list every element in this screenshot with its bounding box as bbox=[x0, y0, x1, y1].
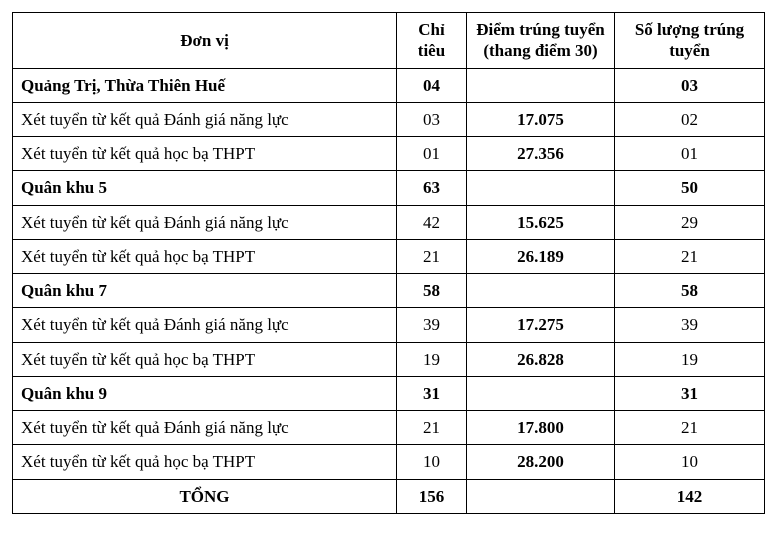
header-diem: Điểm trúng tuyển (thang điểm 30) bbox=[467, 13, 615, 69]
table-row: TỔNG156 142 bbox=[13, 479, 765, 513]
table-row: Quân khu 75858 bbox=[13, 274, 765, 308]
cell-soluong: 03 bbox=[615, 68, 765, 102]
cell-donvi: Quân khu 5 bbox=[13, 171, 397, 205]
cell-donvi: Quân khu 7 bbox=[13, 274, 397, 308]
cell-diem: 27.356 bbox=[467, 137, 615, 171]
cell-diem: 26.828 bbox=[467, 342, 615, 376]
table-row: Xét tuyển từ kết quả học bạ THPT0127.356… bbox=[13, 137, 765, 171]
cell-donvi: TỔNG bbox=[13, 479, 397, 513]
cell-soluong: 50 bbox=[615, 171, 765, 205]
cell-diem: 26.189 bbox=[467, 239, 615, 273]
cell-soluong: 142 bbox=[615, 479, 765, 513]
cell-donvi: Quảng Trị, Thừa Thiên Huế bbox=[13, 68, 397, 102]
cell-donvi: Xét tuyển từ kết quả học bạ THPT bbox=[13, 239, 397, 273]
cell-chitieu: 21 bbox=[397, 239, 467, 273]
table-row: Quảng Trị, Thừa Thiên Huế04 03 bbox=[13, 68, 765, 102]
table-row: Xét tuyển từ kết quả học bạ THPT1028.200… bbox=[13, 445, 765, 479]
cell-chitieu: 21 bbox=[397, 411, 467, 445]
cell-diem: 28.200 bbox=[467, 445, 615, 479]
cell-donvi: Xét tuyển từ kết quả Đánh giá năng lực bbox=[13, 411, 397, 445]
cell-diem bbox=[467, 479, 615, 513]
cell-soluong: 02 bbox=[615, 102, 765, 136]
cell-chitieu: 19 bbox=[397, 342, 467, 376]
cell-soluong: 19 bbox=[615, 342, 765, 376]
cell-donvi: Xét tuyển từ kết quả Đánh giá năng lực bbox=[13, 102, 397, 136]
cell-soluong: 21 bbox=[615, 411, 765, 445]
admission-table: Đơn vị Chỉ tiêu Điểm trúng tuyển (thang … bbox=[12, 12, 765, 514]
cell-soluong: 21 bbox=[615, 239, 765, 273]
cell-diem: 15.625 bbox=[467, 205, 615, 239]
table-header-row: Đơn vị Chỉ tiêu Điểm trúng tuyển (thang … bbox=[13, 13, 765, 69]
table-row: Quân khu 563 50 bbox=[13, 171, 765, 205]
table-row: Xét tuyển từ kết quả Đánh giá năng lực42… bbox=[13, 205, 765, 239]
cell-soluong: 39 bbox=[615, 308, 765, 342]
cell-diem bbox=[467, 68, 615, 102]
cell-diem bbox=[467, 376, 615, 410]
cell-donvi: Xét tuyển từ kết quả học bạ THPT bbox=[13, 137, 397, 171]
cell-chitieu: 04 bbox=[397, 68, 467, 102]
cell-chitieu: 31 bbox=[397, 376, 467, 410]
cell-chitieu: 03 bbox=[397, 102, 467, 136]
cell-chitieu: 10 bbox=[397, 445, 467, 479]
cell-chitieu: 156 bbox=[397, 479, 467, 513]
cell-soluong: 29 bbox=[615, 205, 765, 239]
cell-chitieu: 42 bbox=[397, 205, 467, 239]
cell-chitieu: 01 bbox=[397, 137, 467, 171]
table-row: Xét tuyển từ kết quả Đánh giá năng lực39… bbox=[13, 308, 765, 342]
cell-donvi: Quân khu 9 bbox=[13, 376, 397, 410]
cell-diem bbox=[467, 171, 615, 205]
cell-donvi: Xét tuyển từ kết quả Đánh giá năng lực bbox=[13, 205, 397, 239]
cell-soluong: 58 bbox=[615, 274, 765, 308]
table-row: Xét tuyển từ kết quả học bạ THPT2126.189… bbox=[13, 239, 765, 273]
cell-diem: 17.075 bbox=[467, 102, 615, 136]
cell-donvi: Xét tuyển từ kết quả Đánh giá năng lực bbox=[13, 308, 397, 342]
cell-donvi: Xét tuyển từ kết quả học bạ THPT bbox=[13, 342, 397, 376]
header-chitieu: Chỉ tiêu bbox=[397, 13, 467, 69]
cell-soluong: 01 bbox=[615, 137, 765, 171]
table-row: Xét tuyển từ kết quả Đánh giá năng lực21… bbox=[13, 411, 765, 445]
table-row: Xét tuyển từ kết quả học bạ THPT1926.828… bbox=[13, 342, 765, 376]
cell-diem: 17.275 bbox=[467, 308, 615, 342]
header-soluong: Số lượng trúng tuyển bbox=[615, 13, 765, 69]
cell-diem: 17.800 bbox=[467, 411, 615, 445]
cell-chitieu: 39 bbox=[397, 308, 467, 342]
cell-soluong: 31 bbox=[615, 376, 765, 410]
table-row: Quân khu 93131 bbox=[13, 376, 765, 410]
cell-chitieu: 58 bbox=[397, 274, 467, 308]
cell-diem bbox=[467, 274, 615, 308]
cell-chitieu: 63 bbox=[397, 171, 467, 205]
table-row: Xét tuyển từ kết quả Đánh giá năng lực03… bbox=[13, 102, 765, 136]
cell-soluong: 10 bbox=[615, 445, 765, 479]
cell-donvi: Xét tuyển từ kết quả học bạ THPT bbox=[13, 445, 397, 479]
header-donvi: Đơn vị bbox=[13, 13, 397, 69]
